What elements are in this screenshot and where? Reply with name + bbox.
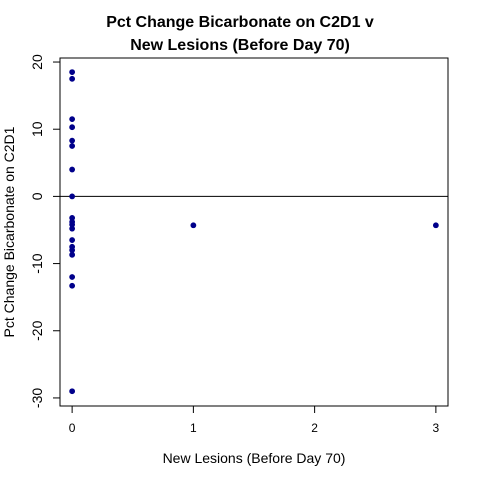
data-point bbox=[432, 222, 439, 229]
x-tick-label: 0 bbox=[69, 421, 76, 435]
data-point bbox=[69, 237, 76, 243]
chart-title-line-2: New Lesions (Before Day 70) bbox=[130, 37, 350, 54]
data-point bbox=[69, 124, 76, 131]
x-tick-label: 3 bbox=[433, 421, 440, 435]
y-tick-label: -10 bbox=[29, 253, 45, 273]
y-axis-label: Pct Change Bicarbonate on C2D1 bbox=[1, 126, 17, 337]
data-point bbox=[69, 274, 76, 280]
data-point bbox=[69, 143, 76, 149]
y-tick-label: 20 bbox=[29, 54, 45, 70]
data-point bbox=[69, 282, 76, 289]
data-point bbox=[69, 137, 76, 144]
x-tick-label: 1 bbox=[190, 421, 197, 435]
y-tick-label: -30 bbox=[29, 388, 45, 408]
data-point bbox=[69, 225, 76, 232]
chart-title: Pct Change Bicarbonate on C2D1 v New Les… bbox=[106, 14, 374, 54]
y-tick-label: -20 bbox=[29, 320, 45, 340]
data-point bbox=[69, 116, 76, 123]
data-point bbox=[69, 166, 76, 173]
x-axis-label: New Lesions (Before Day 70) bbox=[163, 450, 346, 466]
data-point bbox=[69, 69, 76, 76]
plot-area-frame bbox=[59, 57, 449, 407]
y-tick-label: 10 bbox=[29, 121, 45, 137]
x-tick-label: 2 bbox=[311, 421, 318, 435]
data-point bbox=[69, 75, 76, 82]
x-axis: 0 1 2 3 bbox=[69, 406, 440, 435]
data-point bbox=[190, 222, 197, 229]
chart-title-line-1: Pct Change Bicarbonate on C2D1 v bbox=[106, 14, 374, 31]
data-points bbox=[69, 69, 439, 395]
data-point bbox=[69, 388, 76, 395]
y-axis: -30 -20 -10 0 10 20 bbox=[29, 54, 60, 408]
data-point bbox=[69, 193, 76, 200]
data-point bbox=[69, 251, 76, 258]
y-tick-label: 0 bbox=[29, 192, 45, 200]
